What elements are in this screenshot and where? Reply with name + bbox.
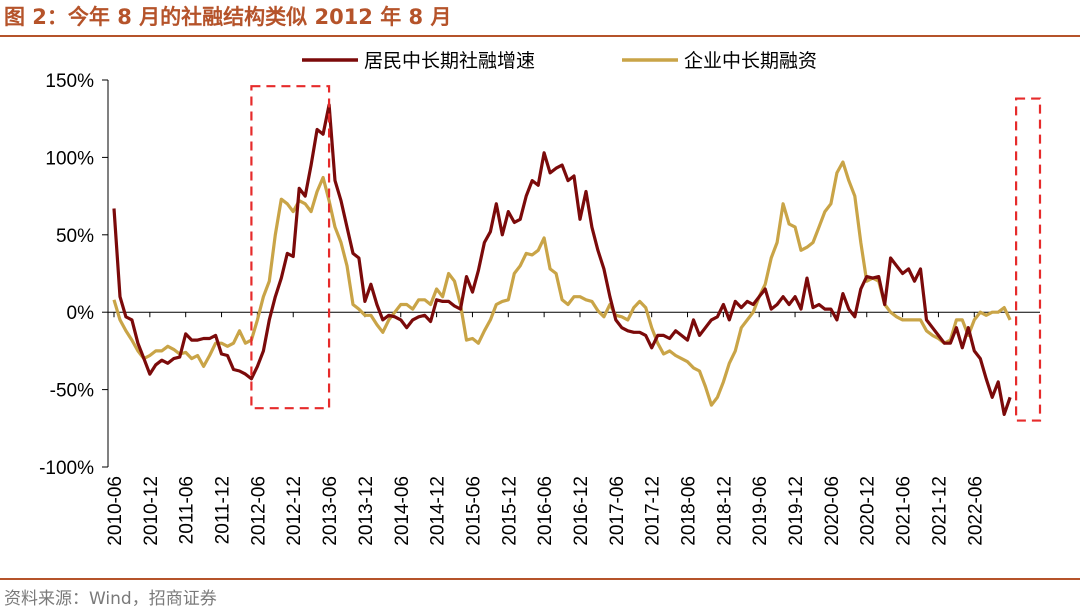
y-tick-label: 100%	[45, 148, 94, 169]
x-tick-label: 2012-12	[284, 476, 305, 546]
x-tick-label: 2015-12	[499, 476, 520, 546]
line-chart: -100%-50%0%50%100%150% 2010-06 2010-12 201…	[39, 50, 1042, 546]
x-axis: 2010-06 2010-12 2011-06 2011-12 2012-06 2012-…	[105, 312, 986, 546]
x-tick-label: 2022-06	[965, 476, 986, 546]
x-tick-label: 2021-12	[929, 476, 950, 546]
y-tick-label: -100%	[39, 458, 94, 479]
legend: 居民中长期社融增速 企业中长期融资	[302, 50, 817, 72]
plot-frame	[107, 80, 1040, 467]
x-tick-label: 2020-06	[822, 476, 843, 546]
x-tick-label: 2017-12	[643, 476, 664, 546]
y-tick-label: 150%	[45, 71, 94, 92]
x-tick-label: 2013-06	[320, 476, 341, 546]
x-tick-label: 2014-06	[392, 476, 413, 546]
series-line-household	[112, 103, 1012, 416]
x-tick-label: 2020-12	[858, 476, 879, 546]
x-tick-label: 2012-06	[248, 476, 269, 546]
x-tick-label: 2011-12	[213, 476, 234, 544]
x-tick-label: 2015-06	[463, 476, 484, 546]
highlight-box-2	[1015, 97, 1042, 422]
figure-title: 图 2：今年 8 月的社融结构类似 2012 年 8 月	[4, 5, 452, 29]
x-tick-label: 2021-06	[894, 476, 915, 546]
series-lines	[112, 103, 1012, 416]
legend-label-2: 企业中长期融资	[684, 50, 817, 72]
x-tick-label: 2019-12	[786, 476, 807, 546]
series-line-corporate	[112, 160, 1012, 407]
x-tick-label: 2018-06	[679, 476, 700, 546]
title-rule	[0, 35, 1080, 37]
x-tick-label: 2016-12	[571, 476, 592, 546]
highlight-box-1	[250, 85, 331, 410]
y-tick-label: -50%	[50, 381, 94, 402]
x-tick-label: 2013-12	[356, 476, 377, 546]
legend-label-1: 居民中长期社融增速	[364, 50, 535, 72]
source-rule	[0, 578, 1080, 580]
y-tick-label: 50%	[56, 226, 94, 247]
source-note: 资料来源：Wind，招商证券	[4, 589, 217, 609]
x-tick-label: 2019-06	[750, 476, 771, 546]
y-axis: -100% -50% 0% 50% 100% 150%	[39, 71, 108, 479]
x-tick-label: 2010-12	[141, 476, 162, 546]
x-tick-label: 2010-06	[105, 476, 126, 546]
x-tick-label: 2011-06	[177, 476, 198, 544]
x-tick-label: 2018-12	[714, 476, 735, 546]
x-tick-label: 2016-06	[535, 476, 556, 546]
x-tick-label: 2017-06	[607, 476, 628, 546]
highlight-boxes	[250, 85, 1042, 422]
y-tick-label: 0%	[67, 303, 95, 324]
x-tick-label: 2014-12	[428, 476, 449, 546]
